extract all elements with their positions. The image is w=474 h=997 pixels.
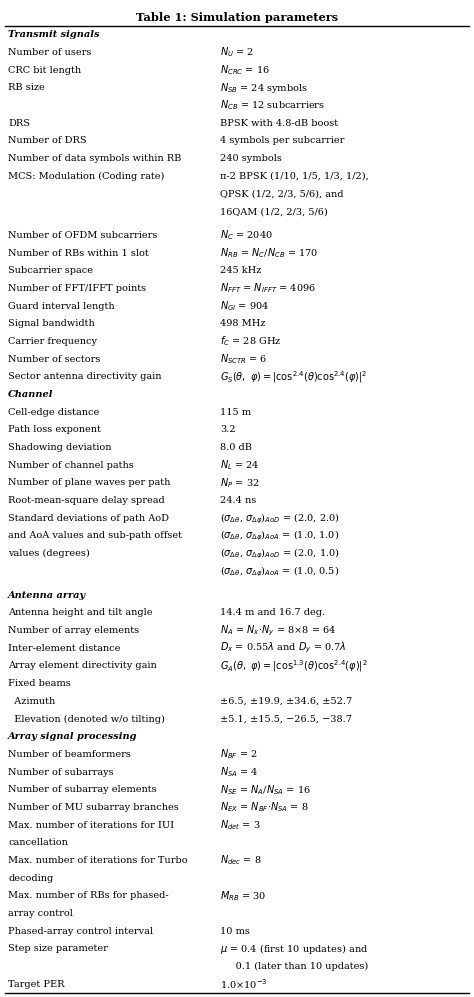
Text: $N_{FFT}$ = $N_{IFFT}$ = 4096: $N_{FFT}$ = $N_{IFFT}$ = 4096 (220, 281, 317, 295)
Text: $N_{EX}$ = $N_{BF}$$\cdot$$N_{SA}$ = 8: $N_{EX}$ = $N_{BF}$$\cdot$$N_{SA}$ = 8 (220, 801, 309, 815)
Text: 8.0 dB: 8.0 dB (220, 443, 253, 452)
Text: Number of DRS: Number of DRS (8, 137, 87, 146)
Text: Phased-array control interval: Phased-array control interval (8, 926, 153, 935)
Text: Transmit signals: Transmit signals (8, 30, 100, 39)
Text: $N_{BF}$ = 2: $N_{BF}$ = 2 (220, 748, 258, 762)
Text: Number of subarrays: Number of subarrays (8, 768, 114, 777)
Text: $N_{CB}$ = 12 subcarriers: $N_{CB}$ = 12 subcarriers (220, 99, 326, 113)
Text: Number of MU subarray branches: Number of MU subarray branches (8, 803, 179, 812)
Text: Path loss exponent: Path loss exponent (8, 426, 101, 435)
Text: Sector antenna directivity gain: Sector antenna directivity gain (8, 372, 162, 382)
Text: $N_{CRC}$ = 16: $N_{CRC}$ = 16 (220, 63, 270, 77)
Text: $N_{SA}$ = 4: $N_{SA}$ = 4 (220, 765, 259, 779)
Text: 24.4 ns: 24.4 ns (220, 497, 256, 505)
Text: Root-mean-square delay spread: Root-mean-square delay spread (8, 497, 165, 505)
Text: ±5.1, ±15.5, −26.5, −38.7: ±5.1, ±15.5, −26.5, −38.7 (220, 715, 352, 724)
Text: $N_{RB}$ = $N_C$/$N_{CB}$ = 170: $N_{RB}$ = $N_C$/$N_{CB}$ = 170 (220, 246, 319, 260)
Text: 498 MHz: 498 MHz (220, 319, 266, 328)
Text: $G_A(\theta,\ \varphi) = |\mathrm{cos}^{1.3}(\theta)\mathrm{cos}^{2.4}(\varphi)|: $G_A(\theta,\ \varphi) = |\mathrm{cos}^{… (220, 658, 368, 674)
Text: Number of beamformers: Number of beamformers (8, 750, 131, 759)
Text: $N_{det}$ = 3: $N_{det}$ = 3 (220, 819, 261, 831)
Text: 240 symbols: 240 symbols (220, 154, 283, 164)
Text: π-2 BPSK (1/10, 1/5, 1/3, 1/2),: π-2 BPSK (1/10, 1/5, 1/3, 1/2), (220, 171, 369, 180)
Text: Max. number of iterations for Turbo: Max. number of iterations for Turbo (8, 855, 188, 865)
Text: Shadowing deviation: Shadowing deviation (8, 443, 111, 452)
Text: Azimuth: Azimuth (8, 697, 55, 706)
Text: QPSK (1/2, 2/3, 5/6), and: QPSK (1/2, 2/3, 5/6), and (220, 189, 344, 198)
Text: Guard interval length: Guard interval length (8, 302, 115, 311)
Text: $N_{SCTR}$ = 6: $N_{SCTR}$ = 6 (220, 352, 268, 366)
Text: $G_S(\theta,\ \varphi) = |\mathrm{cos}^{2.4}(\theta)\mathrm{cos}^{2.4}(\varphi)|: $G_S(\theta,\ \varphi) = |\mathrm{cos}^{… (220, 369, 368, 385)
Text: 1.0×10$^{-3}$: 1.0×10$^{-3}$ (220, 977, 268, 991)
Text: $D_x$ = 0.55$\lambda$ and $D_y$ = 0.7$\lambda$: $D_x$ = 0.55$\lambda$ and $D_y$ = 0.7$\l… (220, 641, 347, 655)
Text: 10 ms: 10 ms (220, 926, 250, 935)
Text: and AoA values and sub-path offset: and AoA values and sub-path offset (8, 531, 182, 540)
Text: ($\sigma_{\Delta\theta}$, $\sigma_{\Delta\varphi}$)$_{AoA}$ = (1.0, 0.5): ($\sigma_{\Delta\theta}$, $\sigma_{\Delt… (220, 564, 340, 578)
Text: $N_U$ = 2: $N_U$ = 2 (220, 46, 255, 60)
Text: MCS: Modulation (Coding rate): MCS: Modulation (Coding rate) (8, 171, 164, 180)
Text: Inter-element distance: Inter-element distance (8, 644, 120, 653)
Text: cancellation: cancellation (8, 838, 68, 847)
Text: Subcarrier space: Subcarrier space (8, 266, 93, 275)
Text: 3.2: 3.2 (220, 426, 236, 435)
Text: 245 kHz: 245 kHz (220, 266, 262, 275)
Text: Max. number of iterations for IUI: Max. number of iterations for IUI (8, 821, 174, 830)
Text: 14.4 m and 16.7 deg.: 14.4 m and 16.7 deg. (220, 608, 326, 617)
Text: Cell-edge distance: Cell-edge distance (8, 408, 100, 417)
Text: Max. number of RBs for phased-: Max. number of RBs for phased- (8, 891, 169, 900)
Text: Array element directivity gain: Array element directivity gain (8, 661, 157, 670)
Text: BPSK with 4.8-dB boost: BPSK with 4.8-dB boost (220, 119, 338, 128)
Text: ($\sigma_{\Delta\theta}$, $\sigma_{\Delta\varphi}$)$_{AoD}$ = (2.0, 2.0): ($\sigma_{\Delta\theta}$, $\sigma_{\Delt… (220, 511, 340, 525)
Text: $N_P$ = 32: $N_P$ = 32 (220, 476, 260, 490)
Text: 0.1 (later than 10 updates): 0.1 (later than 10 updates) (220, 962, 369, 971)
Text: Number of OFDM subcarriers: Number of OFDM subcarriers (8, 231, 157, 240)
Text: $f_C$ = 28 GHz: $f_C$ = 28 GHz (220, 335, 282, 348)
Text: $N_C$ = 2040: $N_C$ = 2040 (220, 228, 273, 242)
Text: array control: array control (8, 909, 73, 918)
Text: ±6.5, ±19.9, ±34.6, ±52.7: ±6.5, ±19.9, ±34.6, ±52.7 (220, 697, 353, 706)
Text: $N_{SB}$ = 24 symbols: $N_{SB}$ = 24 symbols (220, 81, 309, 95)
Text: Number of sectors: Number of sectors (8, 355, 100, 364)
Text: $N_A$ = $N_x$$\cdot$$N_y$ = 8×8 = 64: $N_A$ = $N_x$$\cdot$$N_y$ = 8×8 = 64 (220, 623, 337, 638)
Text: Signal bandwidth: Signal bandwidth (8, 319, 95, 328)
Text: Target PER: Target PER (8, 980, 64, 989)
Text: Number of data symbols within RB: Number of data symbols within RB (8, 154, 182, 164)
Text: $M_{RB}$ = 30: $M_{RB}$ = 30 (220, 889, 267, 902)
Text: 115 m: 115 m (220, 408, 252, 417)
Text: $\mu$ = 0.4 (first 10 updates) and: $\mu$ = 0.4 (first 10 updates) and (220, 942, 369, 956)
Text: Number of subarray elements: Number of subarray elements (8, 786, 157, 795)
Text: ($\sigma_{\Delta\theta}$, $\sigma_{\Delta\varphi}$)$_{AoA}$ = (1.0, 1.0): ($\sigma_{\Delta\theta}$, $\sigma_{\Delt… (220, 528, 340, 543)
Text: $N_L$ = 24: $N_L$ = 24 (220, 459, 260, 473)
Text: CRC bit length: CRC bit length (8, 66, 81, 75)
Text: Standard deviations of path AoD: Standard deviations of path AoD (8, 513, 169, 522)
Text: Antenna array: Antenna array (8, 590, 86, 600)
Text: $N_{SE}$ = $N_A$/$N_{SA}$ = 16: $N_{SE}$ = $N_A$/$N_{SA}$ = 16 (220, 783, 311, 797)
Text: Number of users: Number of users (8, 48, 91, 57)
Text: Number of channel paths: Number of channel paths (8, 461, 134, 470)
Text: Antenna height and tilt angle: Antenna height and tilt angle (8, 608, 153, 617)
Text: Table 1: Simulation parameters: Table 1: Simulation parameters (136, 12, 338, 23)
Text: ($\sigma_{\Delta\theta}$, $\sigma_{\Delta\varphi}$)$_{AoD}$ = (2.0, 1.0): ($\sigma_{\Delta\theta}$, $\sigma_{\Delt… (220, 546, 340, 561)
Text: Fixed beams: Fixed beams (8, 679, 71, 688)
Text: $N_{GI}$ = 904: $N_{GI}$ = 904 (220, 299, 270, 313)
Text: Number of array elements: Number of array elements (8, 626, 139, 635)
Text: Elevation (denoted w/o tilting): Elevation (denoted w/o tilting) (8, 715, 165, 724)
Text: Number of FFT/IFFT points: Number of FFT/IFFT points (8, 284, 146, 293)
Text: 4 symbols per subcarrier: 4 symbols per subcarrier (220, 137, 345, 146)
Text: $N_{dec}$ = 8: $N_{dec}$ = 8 (220, 853, 262, 867)
Text: Number of plane waves per path: Number of plane waves per path (8, 479, 171, 488)
Text: 16QAM (1/2, 2/3, 5/6): 16QAM (1/2, 2/3, 5/6) (220, 207, 328, 216)
Text: Channel: Channel (8, 390, 54, 399)
Text: Array signal processing: Array signal processing (8, 732, 137, 741)
Text: Carrier frequency: Carrier frequency (8, 337, 97, 346)
Text: Step size parameter: Step size parameter (8, 944, 108, 953)
Text: RB size: RB size (8, 84, 45, 93)
Text: values (degrees): values (degrees) (8, 549, 90, 558)
Text: DRS: DRS (8, 119, 30, 128)
Text: Number of RBs within 1 slot: Number of RBs within 1 slot (8, 248, 149, 257)
Text: decoding: decoding (8, 873, 53, 882)
